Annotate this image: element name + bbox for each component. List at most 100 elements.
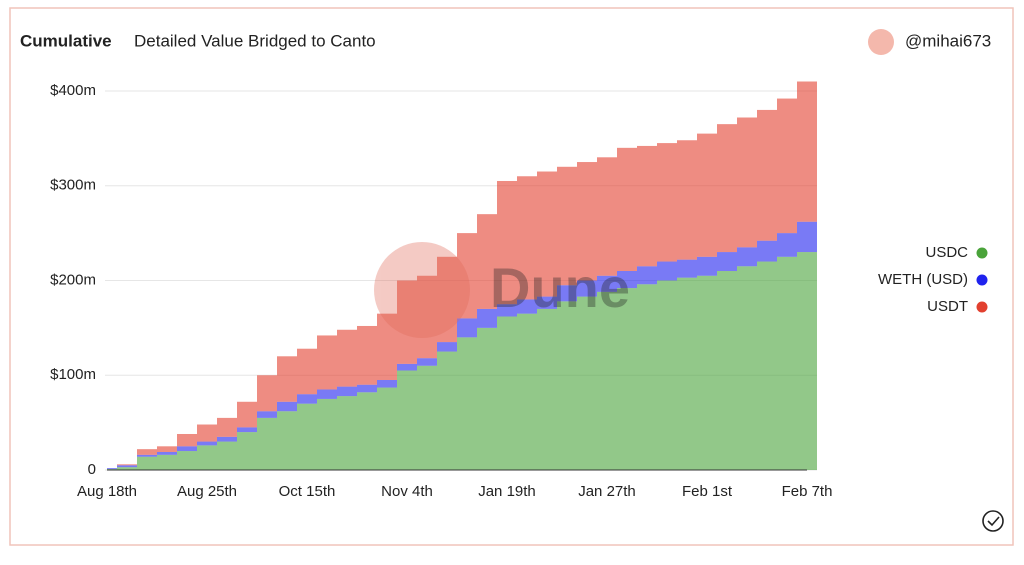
bar-segment (237, 401, 257, 428)
bar-segment (137, 454, 157, 457)
bar-segment (757, 261, 777, 470)
bar-segment (497, 316, 517, 470)
done-icon[interactable] (982, 510, 1004, 532)
bar-segment (397, 370, 417, 470)
bar-segment (437, 351, 457, 470)
bar-segment (597, 157, 617, 276)
bar-segment (537, 296, 557, 309)
bar-segment (397, 363, 417, 371)
bar-segment (597, 275, 617, 292)
bar-segment (197, 424, 217, 442)
bar-segment (777, 98, 797, 234)
bar-segment (757, 109, 777, 241)
bar-segment (417, 275, 437, 359)
bar-segment (797, 221, 817, 253)
bar-segment (477, 308, 497, 328)
bar-segment (657, 261, 677, 281)
done-check (987, 516, 1000, 527)
bar-segment (297, 394, 317, 404)
bar-segment (107, 468, 117, 470)
bar-segment (677, 259, 697, 278)
y-tick-label: $300m (50, 177, 96, 194)
bar-segment (617, 147, 637, 272)
user-avatar[interactable] (868, 29, 894, 55)
bar-segment (177, 446, 197, 452)
bar-segment (197, 441, 217, 446)
bar-segment (717, 252, 737, 272)
legend-label: USDC (925, 244, 968, 261)
bar-segment (217, 436, 237, 442)
bar-segment (737, 266, 757, 470)
bar-segment (417, 358, 437, 366)
bar-segment (617, 288, 637, 470)
bar-segment (797, 81, 817, 222)
bar-segment (577, 162, 597, 281)
bar-segment (517, 176, 537, 300)
bar-segment (377, 387, 397, 470)
bar-segment (117, 465, 137, 468)
bar-segment (717, 124, 737, 253)
legend-dot (976, 301, 988, 313)
bar-segment (697, 275, 717, 470)
bar-segment (217, 441, 237, 470)
bar-segment (357, 392, 377, 470)
x-tick-label: Feb 1st (682, 483, 733, 500)
bar-segment (677, 140, 697, 260)
bar-segment (257, 411, 277, 418)
bar-segment (537, 171, 557, 297)
chart-tag: Cumulative (20, 31, 112, 50)
y-tick-label: 0 (88, 461, 96, 478)
bar-segment (257, 375, 277, 412)
bar-segment (577, 296, 597, 470)
watermark: Dune (374, 242, 630, 338)
bar-segment (377, 379, 397, 388)
legend-label: WETH (USD) (878, 271, 968, 288)
bar-segment (637, 284, 657, 470)
y-tick-label: $100m (50, 366, 96, 383)
bar-segment (317, 335, 337, 390)
bar-segment (657, 143, 677, 262)
bar-segment (757, 240, 777, 262)
bar-segment (337, 386, 357, 397)
bar-segment (357, 325, 377, 385)
bar-segment (177, 433, 197, 447)
bar-segment (497, 304, 517, 317)
bar-segment (477, 214, 497, 309)
bar-segment (457, 318, 477, 338)
bar-segment (197, 445, 217, 470)
user-name[interactable]: @mihai673 (905, 31, 991, 50)
x-tick-label: Jan 27th (578, 483, 636, 500)
bar-segment (777, 256, 797, 470)
bar-segment (217, 417, 237, 437)
bar-segment (557, 285, 577, 302)
legend-dot (976, 247, 988, 259)
bar-segment (277, 411, 297, 470)
bar-segment (337, 329, 357, 387)
bar-segment (437, 342, 457, 352)
y-tick-label: $200m (50, 271, 96, 288)
bar-segment (517, 313, 537, 470)
done-circle (982, 510, 1004, 532)
x-tick-label: Aug 25th (177, 483, 237, 500)
bar-segment (237, 427, 257, 433)
bar-segment (337, 396, 357, 470)
bar-segment (437, 256, 457, 343)
x-tick-label: Oct 15th (279, 483, 336, 500)
bar-segment (117, 467, 137, 470)
bar-segment (637, 266, 657, 285)
bar-segment (177, 451, 197, 470)
bar-segment (297, 348, 317, 395)
bar-segment (317, 389, 337, 399)
chart-title: Detailed Value Bridged to Canto (134, 31, 376, 50)
bar-segment (797, 252, 817, 470)
bar-segment (677, 277, 697, 470)
bar-segment (377, 313, 397, 380)
bar-segment (617, 271, 637, 289)
x-tick-label: Feb 7th (782, 483, 833, 500)
bar-segment (697, 256, 717, 276)
bar-segment (397, 280, 417, 364)
bar-segment (477, 327, 497, 470)
bar-segment (157, 446, 177, 452)
bar-segment (597, 291, 617, 470)
